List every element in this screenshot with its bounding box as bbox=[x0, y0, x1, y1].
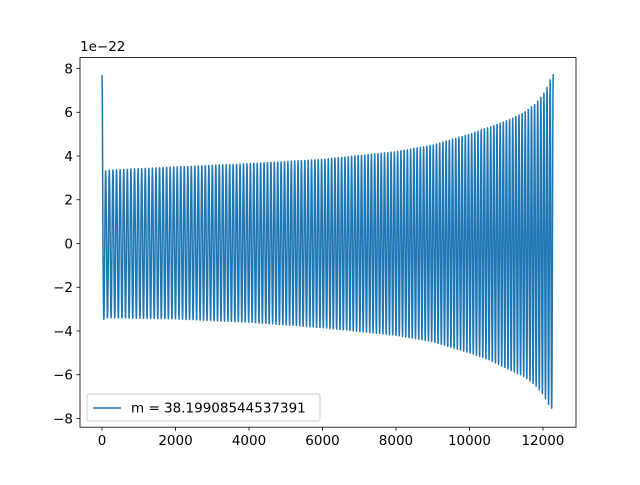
x-tick-label: 10000 bbox=[448, 433, 491, 449]
x-tick-label: 0 bbox=[98, 433, 107, 449]
y-axis: −8 −6 −4 −2 0 2 4 6 8 bbox=[53, 61, 80, 427]
y-tick-label: −4 bbox=[53, 324, 73, 340]
plot-frame bbox=[79, 57, 577, 428]
x-tick-label: 12000 bbox=[521, 433, 564, 449]
legend: m = 38.19908544537391 bbox=[86, 393, 321, 422]
y-tick-label: 8 bbox=[64, 61, 73, 77]
y-tick-label: 0 bbox=[64, 236, 73, 252]
plot-layer bbox=[101, 73, 554, 409]
x-tick-label: 4000 bbox=[232, 433, 266, 449]
y-tick-label: 4 bbox=[64, 149, 73, 165]
x-tick-label: 2000 bbox=[158, 433, 192, 449]
x-axis: 0 2000 4000 6000 8000 10000 12000 bbox=[98, 427, 564, 449]
y-tick-label: −8 bbox=[53, 411, 73, 427]
y-tick-label: 2 bbox=[64, 193, 73, 209]
y-tick-label: −2 bbox=[53, 280, 73, 296]
legend-label: m = 38.19908544537391 bbox=[131, 401, 306, 417]
x-tick-label: 6000 bbox=[305, 433, 339, 449]
series-line bbox=[101, 73, 554, 409]
x-tick-label: 8000 bbox=[379, 433, 413, 449]
y-tick-label: −6 bbox=[53, 368, 73, 384]
y-offset-text: 1e−22 bbox=[80, 39, 125, 55]
legend-box bbox=[86, 393, 321, 422]
y-tick-label: 6 bbox=[64, 105, 73, 121]
